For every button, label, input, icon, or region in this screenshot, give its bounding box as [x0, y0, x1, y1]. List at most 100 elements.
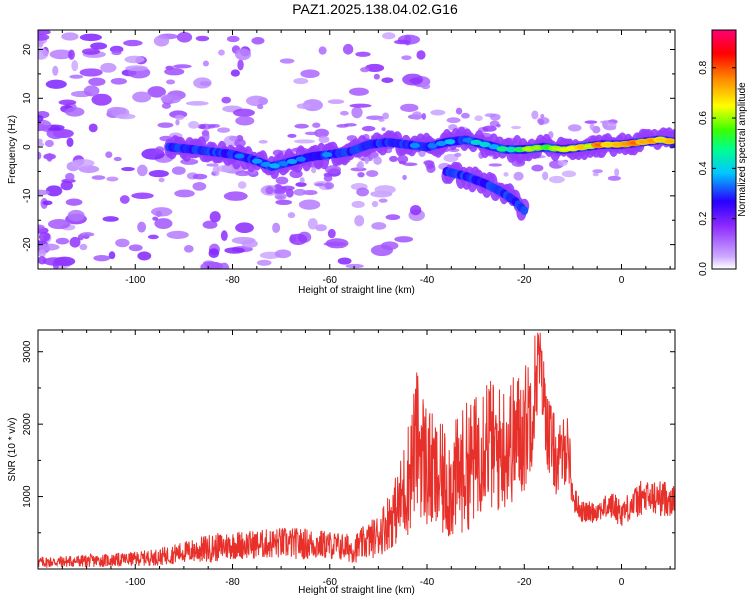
noise-blob — [373, 73, 380, 80]
noise-blob — [311, 166, 317, 174]
ridge-peak — [496, 146, 509, 152]
noise-blob — [257, 104, 264, 110]
colorbar-swatch — [712, 47, 736, 51]
colorbar-swatch — [712, 133, 736, 137]
colorbar-swatch — [712, 101, 736, 105]
noise-blob — [402, 174, 407, 181]
colorbar-swatch — [712, 163, 736, 166]
noise-blob — [38, 33, 50, 41]
noise-blob — [44, 139, 54, 148]
noise-blob — [234, 48, 252, 61]
noise-blob — [192, 182, 207, 191]
noise-blob — [274, 249, 292, 259]
noise-blob — [91, 175, 106, 180]
noise-blob — [109, 45, 124, 54]
noise-blob — [38, 231, 51, 242]
colorbar-swatch — [712, 83, 736, 87]
heatmap-y-axis-label: Frequency (Hz) — [7, 115, 18, 184]
colorbar-swatch — [712, 213, 736, 216]
colorbar-swatch — [712, 119, 736, 123]
noise-blob — [88, 123, 98, 133]
noise-blob — [46, 153, 53, 162]
colorbar-swatch — [712, 169, 736, 172]
colorbar-swatch — [712, 255, 736, 258]
noise-blob — [166, 230, 189, 239]
noise-blob — [409, 77, 423, 84]
colorbar-swatch — [712, 241, 736, 244]
snr-x-tick-label: -80 — [225, 577, 240, 588]
colorbar-swatch — [712, 177, 736, 180]
noise-blob — [232, 108, 255, 117]
heatmap-frame — [37, 29, 676, 270]
colorbar-swatch — [712, 97, 736, 101]
colorbar-swatch — [712, 197, 736, 200]
noise-blob — [38, 249, 47, 257]
snr-y-tick-label: 1000 — [22, 485, 33, 508]
colorbar-swatch — [712, 175, 736, 178]
colorbar-swatch — [712, 181, 736, 184]
noise-blob — [378, 198, 388, 203]
noise-blob — [454, 152, 462, 158]
noise-blob — [385, 214, 401, 221]
colorbar-swatch — [712, 129, 736, 133]
heatmap-x-tick-label: 0 — [619, 275, 625, 286]
noise-blob — [151, 207, 173, 217]
noise-blob — [155, 146, 165, 154]
noise-blob — [354, 215, 365, 227]
ridge-peak-core — [524, 147, 533, 151]
noise-blob — [69, 74, 84, 79]
noise-blob — [312, 122, 321, 128]
noise-blob — [79, 33, 102, 42]
noise-blob — [370, 244, 393, 257]
noise-blob — [217, 127, 231, 133]
noise-blob — [38, 224, 45, 230]
colorbar-swatch — [712, 159, 736, 162]
noise-blob — [489, 113, 501, 121]
noise-blob — [45, 79, 67, 89]
noise-blob — [371, 200, 379, 208]
noise-blob — [426, 163, 436, 173]
heatmap-y-tick-label: 0 — [22, 144, 33, 150]
noise-blob — [38, 243, 60, 251]
colorbar-swatch — [712, 117, 736, 121]
noise-blob — [132, 91, 152, 103]
colorbar-swatch — [712, 45, 736, 49]
noise-blob — [374, 185, 396, 195]
colorbar-swatch — [712, 173, 736, 176]
colorbar-swatch — [712, 225, 736, 228]
colorbar-swatch — [712, 49, 736, 53]
noise-blob — [296, 103, 312, 109]
colorbar-swatch — [712, 199, 736, 202]
snr-y-tick-label: 2000 — [22, 413, 33, 436]
colorbar-swatch — [712, 167, 736, 170]
colorbar-swatch — [712, 73, 736, 77]
heatmap-x-tick-label: -80 — [225, 275, 240, 286]
noise-blob — [366, 170, 379, 177]
colorbar-swatch — [712, 149, 736, 152]
colorbar-swatch — [712, 153, 736, 156]
noise-blob — [298, 199, 321, 210]
colorbar-swatch — [712, 135, 736, 139]
colorbar-swatch — [712, 237, 736, 240]
colorbar-swatch — [712, 207, 736, 210]
colorbar-swatch — [712, 193, 736, 196]
noise-blob — [307, 218, 318, 230]
noise-blob — [351, 106, 363, 119]
colorbar-swatch — [712, 111, 736, 115]
noise-blob — [148, 170, 169, 178]
colorbar-swatch — [712, 127, 736, 131]
noise-blob — [373, 156, 382, 165]
noise-blob — [382, 32, 396, 40]
noise-blob — [357, 171, 365, 178]
noise-blob — [241, 239, 258, 248]
colorbar-swatch — [712, 189, 736, 192]
noise-blob — [38, 189, 50, 196]
noise-blob — [38, 142, 45, 147]
heatmap-x-tick-label: -60 — [323, 275, 338, 286]
noise-blob — [561, 170, 577, 178]
noise-blob — [79, 232, 95, 237]
noise-blob — [315, 224, 327, 232]
ridge-peak — [427, 143, 438, 149]
colorbar-swatch — [712, 257, 736, 260]
colorbar-swatch — [712, 99, 736, 103]
